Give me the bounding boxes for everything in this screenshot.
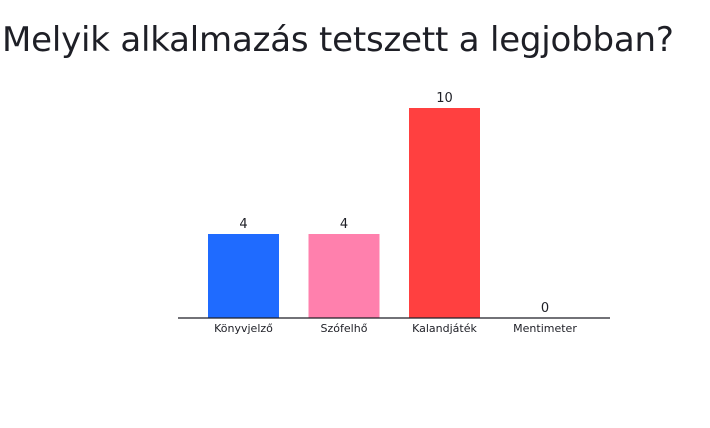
- category-label-0: Könyvjelző: [214, 322, 273, 335]
- page-title: Melyik alkalmazás tetszett a legjobban?: [2, 20, 674, 60]
- data-label-1: 4: [340, 217, 348, 232]
- bar-2: [409, 108, 480, 318]
- bar-1: [308, 234, 380, 318]
- data-label-0: 4: [239, 217, 247, 232]
- category-label-2: Kalandjáték: [412, 322, 477, 335]
- category-label-1: Szófelhő: [321, 322, 368, 335]
- bar-0: [208, 234, 279, 318]
- data-label-3: 0: [541, 301, 549, 316]
- category-label-3: Mentimeter: [513, 322, 577, 335]
- data-label-2: 10: [436, 91, 453, 106]
